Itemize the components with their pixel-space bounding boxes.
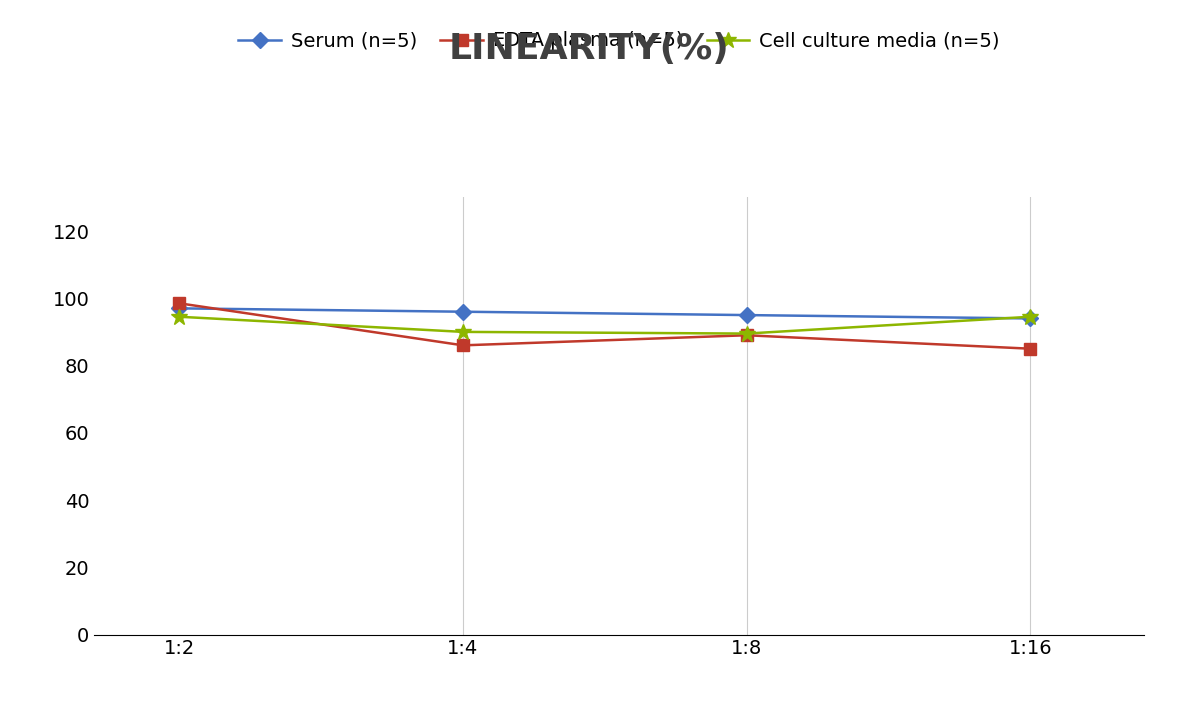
Legend: Serum (n=5), EDTA plasma (n=5), Cell culture media (n=5): Serum (n=5), EDTA plasma (n=5), Cell cul…: [230, 23, 1008, 58]
Serum (n=5): [456, 307, 470, 316]
Cell culture media (n=5): [172, 312, 186, 321]
Serum (n=5): [172, 304, 186, 312]
Serum (n=5): [739, 311, 753, 319]
Line: Cell culture media (n=5): Cell culture media (n=5): [171, 308, 1039, 342]
EDTA plasma (n=5): [172, 299, 186, 307]
EDTA plasma (n=5): [1023, 345, 1038, 353]
EDTA plasma (n=5): [739, 331, 753, 340]
EDTA plasma (n=5): [456, 341, 470, 350]
Cell culture media (n=5): [1023, 312, 1038, 321]
Serum (n=5): [1023, 314, 1038, 323]
Cell culture media (n=5): [456, 328, 470, 336]
Cell culture media (n=5): [739, 329, 753, 338]
Text: LINEARITY(%): LINEARITY(%): [449, 32, 730, 66]
Line: EDTA plasma (n=5): EDTA plasma (n=5): [173, 298, 1035, 354]
Line: Serum (n=5): Serum (n=5): [173, 303, 1035, 324]
